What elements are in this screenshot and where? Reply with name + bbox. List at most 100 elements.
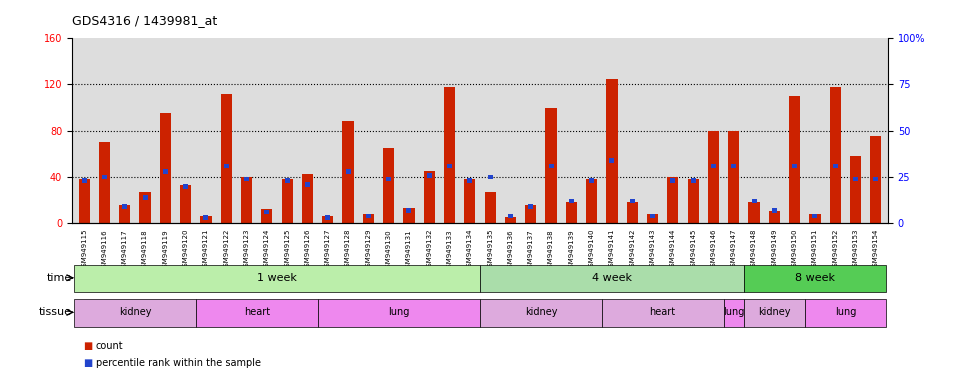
- Bar: [180, 185, 191, 223]
- Bar: [548, 164, 554, 168]
- Bar: [586, 179, 597, 223]
- Bar: [480, 265, 744, 292]
- Text: GDS4316 / 1439981_at: GDS4316 / 1439981_at: [72, 14, 217, 27]
- Bar: [183, 184, 188, 189]
- Bar: [143, 195, 148, 200]
- Bar: [74, 265, 480, 292]
- Bar: [281, 179, 293, 223]
- Bar: [366, 214, 371, 218]
- Text: count: count: [96, 341, 124, 351]
- Bar: [565, 202, 577, 223]
- Bar: [832, 164, 838, 168]
- Bar: [809, 214, 821, 223]
- Text: kidney: kidney: [525, 307, 557, 317]
- Bar: [468, 179, 472, 183]
- Bar: [423, 171, 435, 223]
- Text: lung: lung: [723, 307, 744, 317]
- Bar: [874, 177, 878, 181]
- Bar: [829, 87, 841, 223]
- Bar: [346, 169, 350, 174]
- Bar: [139, 192, 151, 223]
- Bar: [465, 179, 475, 223]
- Bar: [627, 202, 637, 223]
- Bar: [630, 199, 635, 204]
- Bar: [343, 121, 353, 223]
- Bar: [221, 94, 232, 223]
- Text: 4 week: 4 week: [592, 273, 632, 283]
- Bar: [301, 174, 313, 223]
- Text: heart: heart: [650, 307, 676, 317]
- Text: percentile rank within the sample: percentile rank within the sample: [96, 358, 261, 368]
- Bar: [386, 177, 391, 181]
- Bar: [850, 156, 861, 223]
- Text: tissue: tissue: [38, 307, 72, 317]
- Bar: [163, 169, 168, 174]
- Bar: [119, 205, 131, 223]
- Bar: [812, 214, 817, 218]
- Bar: [711, 164, 716, 168]
- Bar: [102, 175, 107, 179]
- Text: ■: ■: [84, 341, 93, 351]
- Text: 8 week: 8 week: [795, 273, 835, 283]
- Bar: [853, 177, 858, 181]
- Bar: [122, 204, 128, 209]
- Bar: [363, 214, 374, 223]
- Bar: [772, 208, 777, 213]
- Bar: [79, 179, 90, 223]
- Bar: [749, 202, 759, 223]
- Bar: [244, 177, 249, 181]
- Bar: [82, 179, 86, 183]
- Bar: [427, 173, 432, 177]
- Bar: [505, 217, 516, 223]
- Bar: [732, 164, 736, 168]
- Bar: [545, 108, 557, 223]
- Bar: [485, 192, 495, 223]
- Bar: [610, 158, 614, 163]
- Text: time: time: [46, 273, 72, 283]
- Text: heart: heart: [244, 307, 270, 317]
- Text: kidney: kidney: [758, 307, 791, 317]
- Text: ■: ■: [84, 358, 93, 368]
- Bar: [528, 204, 533, 209]
- Bar: [769, 211, 780, 223]
- Bar: [480, 299, 602, 327]
- Bar: [325, 215, 330, 220]
- Bar: [196, 299, 318, 327]
- Bar: [383, 148, 395, 223]
- Bar: [569, 199, 574, 204]
- Bar: [74, 299, 196, 327]
- Bar: [602, 299, 724, 327]
- Bar: [305, 182, 310, 187]
- Text: lung: lung: [834, 307, 856, 317]
- Bar: [647, 214, 659, 223]
- Text: lung: lung: [388, 307, 410, 317]
- Bar: [261, 209, 273, 223]
- Bar: [406, 208, 412, 213]
- Bar: [444, 87, 455, 223]
- Bar: [285, 179, 290, 183]
- Bar: [804, 299, 886, 327]
- Bar: [201, 216, 211, 223]
- Text: kidney: kidney: [119, 307, 151, 317]
- Bar: [488, 175, 492, 179]
- Bar: [789, 96, 801, 223]
- Bar: [224, 164, 228, 168]
- Bar: [99, 142, 110, 223]
- Bar: [724, 299, 744, 327]
- Bar: [447, 164, 452, 168]
- Bar: [241, 177, 252, 223]
- Bar: [650, 214, 655, 218]
- Bar: [690, 179, 696, 183]
- Bar: [870, 136, 881, 223]
- Bar: [752, 199, 756, 204]
- Bar: [318, 299, 480, 327]
- Bar: [525, 205, 537, 223]
- Bar: [589, 179, 594, 183]
- Bar: [728, 131, 739, 223]
- Bar: [667, 177, 679, 223]
- Bar: [204, 215, 208, 220]
- Bar: [744, 299, 804, 327]
- Text: 1 week: 1 week: [257, 273, 297, 283]
- Bar: [607, 79, 617, 223]
- Bar: [403, 208, 415, 223]
